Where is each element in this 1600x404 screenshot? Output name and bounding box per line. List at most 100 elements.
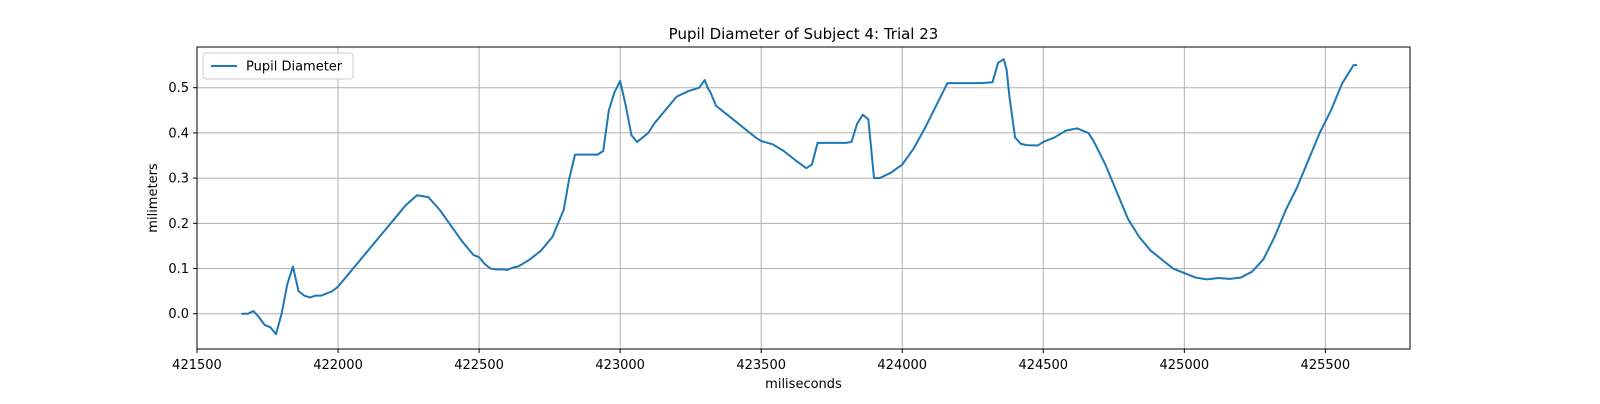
data-point	[698, 86, 700, 89]
x-tick-label: 425000	[1160, 358, 1210, 373]
data-point	[703, 79, 706, 81]
data-point	[805, 167, 808, 169]
data-point	[551, 236, 554, 238]
data-point	[280, 312, 283, 315]
y-tick-label: 0.0	[168, 307, 189, 322]
data-point	[732, 118, 734, 121]
data-point	[512, 266, 514, 269]
data-point	[636, 141, 638, 143]
data-point	[771, 143, 774, 145]
data-point	[1081, 129, 1084, 132]
data-point	[1019, 142, 1022, 145]
plot-frame	[196, 46, 1411, 350]
y-tick-label: 0.3	[168, 172, 189, 187]
data-point	[1239, 276, 1242, 279]
data-point	[901, 163, 904, 166]
data-point	[1172, 267, 1174, 270]
data-point	[833, 142, 836, 144]
data-point	[1307, 159, 1310, 161]
data-point	[1149, 249, 1152, 252]
data-point	[1251, 270, 1253, 273]
data-point	[579, 153, 582, 156]
data-point	[619, 80, 621, 82]
data-point	[596, 153, 599, 156]
data-point	[258, 316, 260, 319]
data-point	[371, 245, 373, 247]
y-tick-label: 0.1	[168, 262, 189, 277]
data-point	[1206, 278, 1208, 281]
y-axis-label: milimeters	[146, 163, 161, 233]
grid-layer	[196, 47, 1410, 349]
data-point	[568, 177, 571, 179]
data-point	[393, 218, 396, 220]
data-point	[585, 153, 588, 156]
y-tick-label: 0.5	[168, 81, 189, 96]
data-point	[483, 263, 486, 265]
data-point	[630, 134, 633, 136]
data-point	[241, 312, 243, 315]
data-point	[856, 123, 858, 125]
data-point	[624, 104, 627, 107]
data-point	[450, 224, 452, 227]
data-point	[461, 240, 463, 243]
data-point	[1087, 132, 1090, 134]
data-point	[269, 326, 272, 329]
x-tick-label: 423000	[595, 358, 645, 373]
data-point	[1008, 95, 1011, 98]
data-point	[292, 265, 294, 268]
data-point	[1053, 136, 1056, 139]
data-point	[1093, 141, 1095, 143]
data-point	[1330, 109, 1332, 112]
data-point	[1127, 218, 1129, 220]
data-point	[517, 265, 520, 268]
data-point	[946, 82, 949, 84]
data-point	[438, 208, 441, 211]
data-point	[997, 62, 999, 64]
ticks-layer: 421500 422000 422500 423000 423500 424000 4245…	[168, 81, 1350, 373]
x-tick-label: 424000	[877, 358, 927, 373]
data-point	[1014, 136, 1016, 139]
data-point	[816, 142, 819, 144]
y-tick-label: 0.2	[168, 217, 189, 232]
data-point	[641, 136, 644, 139]
data-point	[1065, 129, 1067, 132]
data-point	[472, 254, 475, 256]
data-point	[873, 177, 875, 179]
data-point	[1217, 277, 1219, 279]
data-point	[348, 272, 351, 274]
x-tick-label: 425500	[1301, 358, 1351, 373]
data-point	[320, 294, 322, 297]
data-point	[506, 269, 509, 271]
x-tick-label: 423500	[736, 358, 786, 373]
chart-title: Pupil Diameter of Subject 4: Trial 23	[669, 25, 939, 43]
data-point	[359, 258, 362, 261]
data-point	[1228, 278, 1231, 280]
data-point	[602, 150, 605, 152]
x-tick-label: 422000	[313, 358, 363, 373]
x-tick-label: 422500	[454, 358, 504, 373]
data-point	[1036, 144, 1039, 147]
data-point	[1160, 258, 1163, 261]
x-tick-label: 424500	[1018, 358, 1068, 373]
data-point	[991, 81, 994, 84]
data-point	[495, 268, 497, 271]
data-point	[529, 258, 531, 261]
data-point	[743, 127, 746, 130]
data-point	[1341, 82, 1344, 84]
data-point	[286, 283, 289, 286]
data-point	[878, 177, 881, 179]
data-point	[613, 91, 616, 94]
data-point	[715, 104, 717, 107]
data-point	[562, 208, 565, 211]
data-point	[1115, 190, 1118, 193]
data-point	[754, 136, 757, 139]
data-point	[709, 91, 712, 94]
data-point	[687, 90, 689, 93]
data-point	[1262, 258, 1265, 261]
data-point	[574, 153, 576, 156]
data-point	[540, 249, 542, 252]
data-point	[912, 147, 915, 150]
data-point	[309, 296, 311, 299]
data-point	[382, 231, 384, 234]
